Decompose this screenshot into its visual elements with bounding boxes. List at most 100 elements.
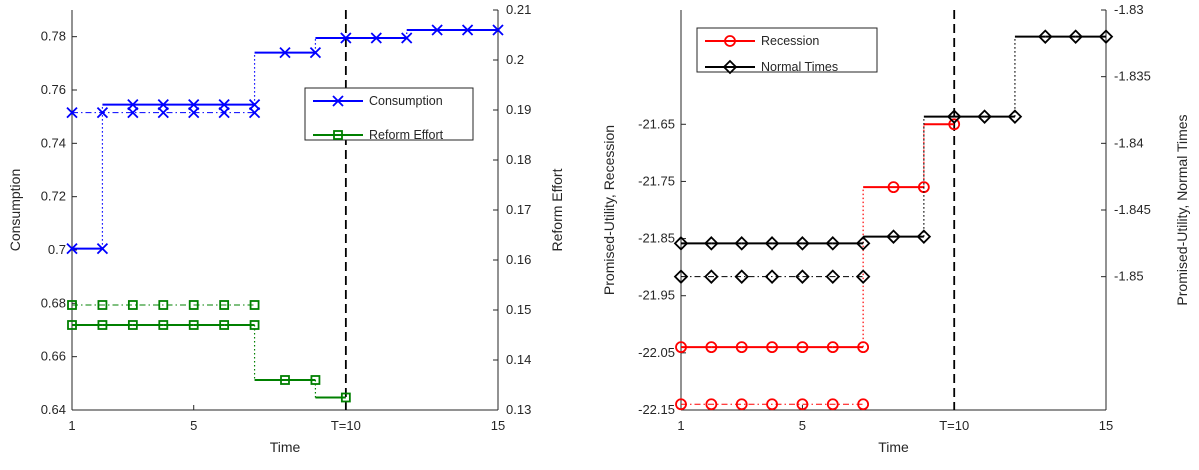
chart-panel-right: 1 5 T=10 15-22.15-22.05-21.95-21.85-21.75-2…: [601, 2, 1190, 455]
data-point: [946, 109, 962, 124]
data-point: [127, 99, 139, 111]
data-point: [734, 269, 749, 284]
y-tick-label-right: -1.84: [1114, 135, 1144, 150]
data-point: [825, 269, 841, 284]
data-point: [887, 181, 900, 194]
data-point: [857, 341, 870, 354]
y-tick-label-left: 0.66: [41, 349, 66, 364]
data-point: [735, 341, 748, 354]
y-tick-label-right: 0.16: [506, 252, 531, 267]
data-point: [249, 300, 260, 310]
y-tick-label-left: 0.68: [41, 295, 66, 310]
legend-label: Normal Times: [761, 60, 838, 74]
data-point: [855, 236, 871, 251]
data-point: [764, 269, 780, 284]
y-tick-label-right: 0.21: [506, 2, 531, 17]
data-point: [704, 236, 719, 251]
data-point: [675, 341, 687, 354]
x-tick-label: 1: [68, 418, 75, 433]
y-tick-label-right: 0.17: [506, 202, 531, 217]
y-axis-label-left: Promised-Utility, Recession: [601, 125, 617, 295]
data-point: [673, 269, 689, 284]
data-point: [157, 107, 169, 119]
y-axis-label-left: Consumption: [7, 169, 23, 252]
data-point: [461, 24, 474, 36]
legend-label: Recession: [761, 34, 819, 48]
data-point: [1007, 109, 1023, 124]
data-point: [1098, 29, 1114, 44]
data-point: [766, 341, 778, 354]
x-tick-label: T=10: [939, 418, 969, 433]
data-point: [916, 229, 932, 244]
legend: Consumption Reform Effort: [304, 87, 474, 142]
data-point: [219, 320, 230, 330]
data-point: [96, 107, 109, 119]
data-point: [66, 107, 78, 119]
data-point: [158, 300, 169, 310]
data-point: [735, 398, 748, 411]
y-tick-label-left: 0.7: [48, 242, 66, 257]
x-tick-label: 5: [799, 418, 806, 433]
y-tick-label-left: -21.95: [638, 288, 675, 303]
data-point: [248, 99, 261, 111]
series-0: [66, 24, 504, 255]
data-point: [1038, 29, 1053, 44]
data-point: [67, 320, 77, 330]
data-point: [310, 375, 321, 385]
y-tick-label-right: 0.14: [506, 352, 531, 367]
data-point: [857, 398, 870, 411]
legend-label: Consumption: [369, 94, 443, 108]
series-1: [66, 107, 261, 119]
y-tick-label-right: -1.85: [1114, 269, 1144, 284]
data-point: [218, 99, 230, 111]
data-point: [370, 32, 382, 44]
y-tick-label-right: 0.2: [506, 52, 524, 67]
data-point: [401, 32, 413, 44]
x-tick-label: 15: [1099, 418, 1113, 433]
data-point: [826, 341, 839, 354]
y-tick-label-left: -21.85: [638, 231, 675, 246]
y-tick-label-right: -1.835: [1114, 69, 1151, 84]
data-point: [764, 236, 780, 251]
y-tick-label-right: 0.18: [506, 152, 531, 167]
y-tick-label-left: 0.72: [41, 189, 66, 204]
data-point: [249, 320, 260, 330]
x-tick-label: T=10: [331, 418, 361, 433]
data-point: [188, 107, 200, 119]
data-point: [673, 236, 689, 251]
y-tick-label-left: -22.15: [638, 402, 675, 417]
y-tick-label-right: 0.19: [506, 102, 531, 117]
series-0: [675, 118, 961, 354]
data-point: [704, 269, 719, 284]
y-tick-label-left: -22.05: [638, 345, 675, 360]
x-tick-label: 1: [677, 418, 684, 433]
y-tick-label-left: 0.74: [41, 135, 66, 150]
data-point: [705, 341, 718, 354]
data-point: [795, 269, 810, 284]
y-tick-label-right: -1.845: [1114, 202, 1151, 217]
data-point: [127, 107, 139, 119]
data-point: [280, 375, 290, 385]
data-point: [218, 107, 230, 119]
data-point: [279, 47, 291, 59]
data-point: [796, 398, 809, 411]
y-tick-label-left: -21.75: [638, 173, 675, 188]
data-point: [309, 47, 322, 59]
data-point: [158, 320, 169, 330]
legend-marker: [724, 35, 736, 47]
series-2: [67, 320, 351, 403]
data-point: [97, 320, 108, 330]
data-point: [127, 320, 138, 330]
data-point: [675, 398, 687, 411]
legend-marker: [332, 95, 344, 107]
y-tick-label-left: 0.76: [41, 82, 66, 97]
data-point: [219, 300, 230, 310]
data-point: [127, 300, 138, 310]
data-point: [796, 341, 809, 354]
data-point: [188, 300, 199, 310]
legend-marker: [722, 59, 738, 75]
y-tick-label-right: 0.13: [506, 402, 531, 417]
data-point: [705, 398, 718, 411]
legend-marker: [333, 130, 343, 140]
